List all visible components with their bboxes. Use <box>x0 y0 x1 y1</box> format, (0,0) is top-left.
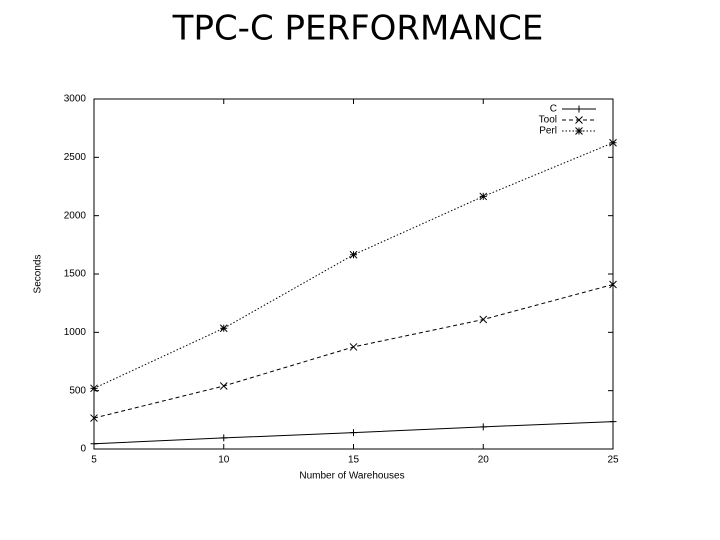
data-point <box>219 324 228 333</box>
data-point <box>479 192 488 201</box>
x-tick-label: 15 <box>348 455 360 466</box>
y-tick-label: 1000 <box>64 327 87 338</box>
series-line <box>93 142 614 389</box>
x-tick-label: 10 <box>218 455 230 466</box>
y-tick-label: 500 <box>69 385 86 396</box>
y-tick-label: 2500 <box>64 152 87 163</box>
data-point <box>90 414 98 422</box>
legend-marker <box>575 127 583 135</box>
slide-title: TPC-C PERFORMANCE <box>172 9 544 49</box>
data-point <box>350 429 357 437</box>
data-point <box>479 315 488 324</box>
data-point <box>219 382 228 390</box>
x-axis-label: Number of Warehouses <box>299 471 404 482</box>
legend-marker <box>575 116 583 124</box>
data-point <box>609 418 617 426</box>
data-point <box>220 434 228 442</box>
legend-marker <box>575 105 583 113</box>
y-axis-label: Seconds <box>33 255 44 294</box>
data-point <box>349 343 358 351</box>
x-tick-label: 20 <box>478 455 490 466</box>
data-point <box>90 384 98 393</box>
legend-label: C <box>550 104 557 115</box>
y-tick-label: 3000 <box>64 94 87 105</box>
legend-label: Tool <box>539 115 557 126</box>
y-tick-label: 1500 <box>64 269 87 280</box>
legend-label: Perl <box>539 126 557 137</box>
y-tick-label: 0 <box>80 444 86 455</box>
data-point <box>609 280 617 289</box>
data-point <box>479 423 487 431</box>
data-point <box>349 250 358 259</box>
x-tick-label: 5 <box>91 455 97 466</box>
y-tick-label: 2000 <box>64 210 87 221</box>
data-point <box>90 440 98 448</box>
data-point <box>609 138 617 147</box>
x-tick-label: 25 <box>607 455 619 466</box>
